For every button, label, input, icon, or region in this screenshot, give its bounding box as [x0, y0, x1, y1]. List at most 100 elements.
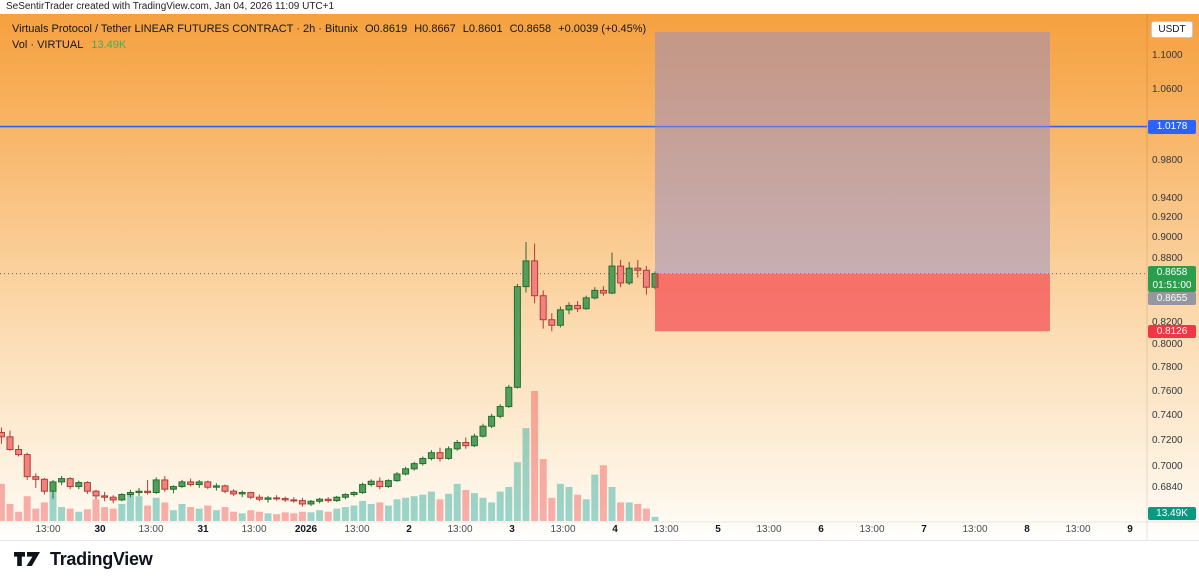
candle-body — [126, 492, 134, 496]
volume-label[interactable]: Vol · VIRTUAL — [12, 39, 84, 51]
price-tick-label: 0.8800 — [1152, 252, 1183, 264]
volume-bar — [565, 486, 573, 521]
volume-bar — [496, 491, 504, 521]
candle-body — [144, 490, 152, 494]
candle-body — [152, 479, 160, 494]
volume-bar — [634, 503, 642, 521]
tradingview-logo-icon — [14, 552, 40, 566]
symbol-title[interactable]: Virtuals Protocol / Tether LINEAR FUTURE… — [12, 23, 358, 35]
volume-bar — [548, 497, 556, 521]
candle-body — [445, 448, 453, 459]
footer-bar: TradingView — [0, 540, 1199, 577]
time-tick-label: 2 — [406, 524, 412, 535]
time-tick-label: 13:00 — [653, 524, 679, 535]
candle-body — [23, 454, 31, 478]
time-tick-label: 9 — [1127, 524, 1133, 535]
symbol-legend: Virtuals Protocol / Tether LINEAR FUTURE… — [12, 21, 653, 53]
volume-bar — [238, 513, 246, 521]
candle-body — [367, 480, 375, 486]
candle-body — [290, 499, 298, 502]
candle-body — [109, 496, 117, 501]
candle-body — [436, 452, 444, 459]
candle-body — [488, 415, 496, 427]
volume-bar — [144, 505, 152, 521]
candle-body — [298, 500, 306, 505]
low-value: L0.8601 — [462, 23, 503, 35]
candle-body — [58, 478, 66, 483]
volume-bar — [23, 496, 31, 521]
volume-bar — [316, 510, 324, 521]
volume-bar — [582, 499, 590, 521]
time-tick-label: 31 — [197, 524, 209, 535]
volume-bar — [505, 486, 513, 521]
volume-bar — [307, 512, 315, 521]
candle-body — [101, 495, 109, 498]
volume-bar — [651, 516, 659, 521]
candle-body — [316, 498, 324, 502]
candle-body — [565, 304, 573, 311]
currency-toggle-button[interactable]: USDT — [1151, 21, 1193, 38]
time-tick-label: 13:00 — [1065, 524, 1091, 535]
candle-body — [195, 481, 203, 486]
candle-body — [556, 309, 564, 326]
price-tick-label: 0.7000 — [1152, 460, 1183, 472]
entry-price-badge: 0.8655 — [1148, 291, 1196, 305]
position-profit-zone[interactable] — [655, 31, 1050, 274]
volume-bar — [264, 513, 272, 521]
price-tick-label: 0.9200 — [1152, 212, 1183, 224]
candle-body — [453, 442, 461, 450]
change-value: +0.0039 (+0.45%) — [558, 23, 647, 35]
volume-bar — [436, 499, 444, 521]
volume-bar — [101, 507, 109, 521]
price-tick-label: 0.9800 — [1152, 155, 1183, 166]
volume-bar — [479, 497, 487, 521]
candle-body — [307, 500, 315, 505]
time-tick-label: 30 — [94, 524, 106, 535]
volume-bar — [290, 513, 298, 521]
candle-body — [522, 260, 530, 288]
volume-bar — [393, 499, 401, 521]
candle-body — [161, 479, 169, 490]
volume-bar — [539, 459, 547, 521]
volume-bar — [402, 497, 410, 521]
volume-bar — [75, 511, 83, 521]
volume-bar — [574, 494, 582, 521]
candle-body — [427, 452, 435, 459]
tradingview-logo-text: TradingView — [50, 548, 153, 569]
candle-body — [410, 463, 418, 470]
volume-bar — [488, 502, 496, 521]
candle-body — [376, 480, 384, 488]
candle-body — [273, 497, 281, 500]
candle-body — [582, 297, 590, 310]
candle-body — [359, 484, 367, 494]
volume-bar — [109, 508, 117, 521]
volume-bar — [281, 512, 289, 521]
candle-body — [513, 286, 521, 388]
volume-bar — [410, 496, 418, 521]
volume-bar — [350, 505, 358, 521]
candle-body — [92, 490, 100, 497]
volume-bar — [204, 505, 212, 521]
candle-body — [178, 481, 186, 488]
close-value: C0.8658 — [509, 23, 552, 35]
volume-bar — [161, 502, 169, 521]
candle-body — [118, 494, 126, 501]
time-tick-label: 13:00 — [344, 524, 370, 535]
volume-bar — [49, 491, 57, 521]
price-tick-label: 0.6840 — [1152, 481, 1183, 493]
alert-price-badge: 1.0178 — [1148, 119, 1196, 134]
volume-bar — [462, 490, 470, 521]
volume-bar — [230, 511, 238, 521]
candle-body — [505, 386, 513, 408]
time-tick-label: 13:00 — [550, 524, 576, 535]
candle-body — [599, 289, 607, 294]
position-loss-zone[interactable] — [655, 273, 1050, 332]
volume-bar — [513, 462, 521, 521]
volume-bar — [453, 483, 461, 521]
volume-bar — [359, 500, 367, 521]
volume-bar — [92, 499, 100, 521]
tradingview-logo[interactable]: TradingView — [14, 548, 153, 570]
candle-body — [470, 435, 478, 447]
candle-body — [40, 478, 48, 492]
